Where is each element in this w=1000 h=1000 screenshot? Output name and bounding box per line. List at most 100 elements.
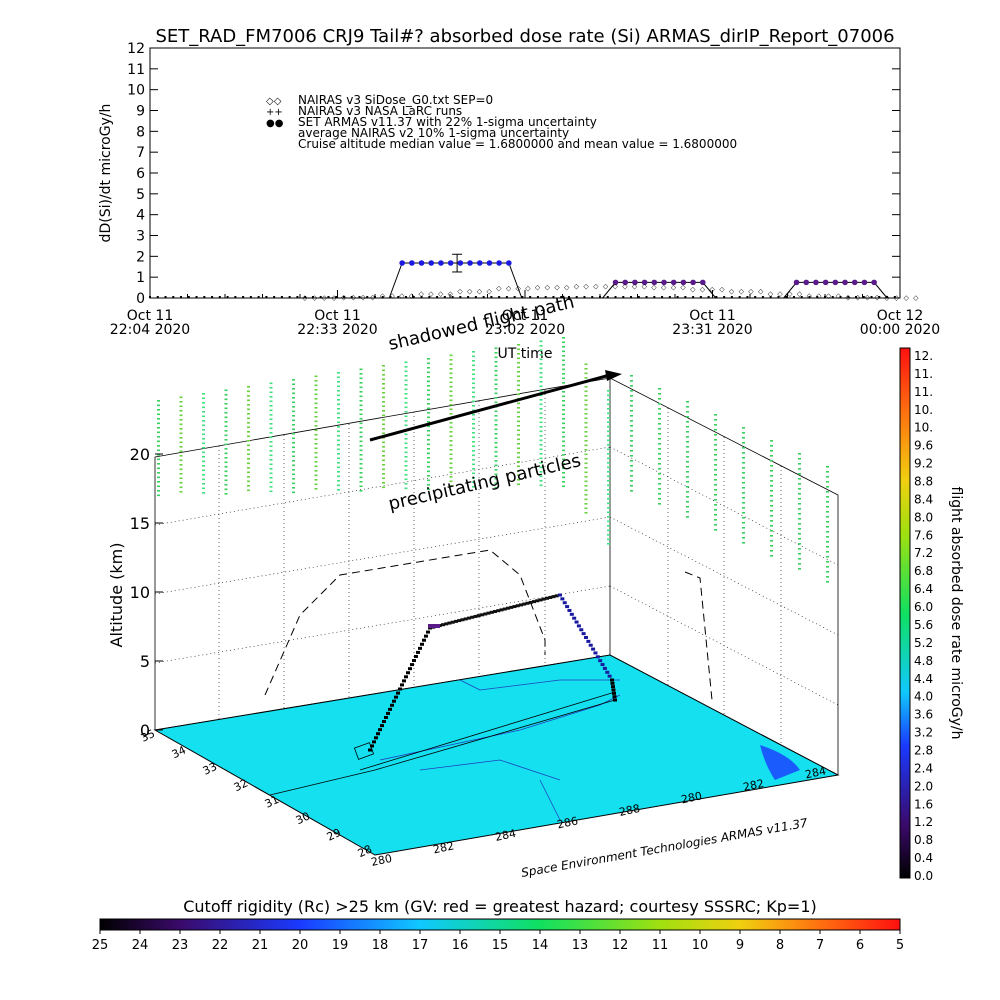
particle-mark [630,380,633,382]
top-xtick-label-date: Oct 11 [689,308,735,324]
dose-colorbar-tick: 11. [914,385,933,399]
particle-mark [607,543,610,545]
particle-mark [607,493,610,496]
particle-mark [658,458,661,460]
zero-dose-point [412,296,415,298]
particle-mark [337,426,340,428]
armas-dose-point [457,260,464,266]
particle-mark [770,530,773,532]
particle-mark [517,357,520,360]
particle-mark [427,443,430,446]
dose-colorbar-tick: 6.0 [914,600,933,614]
flight-point [610,681,615,685]
particle-mark [742,472,745,474]
nairas-point: ◇ [816,292,822,300]
particle-mark [584,372,588,375]
particle-mark [337,381,340,383]
armas-dose-point [680,279,687,286]
altitude-axis-label: Altitude (km) [107,543,126,648]
particle-mark [427,385,430,387]
particle-mark [714,524,717,526]
particle-mark [449,485,453,487]
flight-point [567,608,572,612]
dose-colorbar-tick: 5.6 [914,618,933,632]
particle-mark [517,344,520,346]
particle-mark [686,446,689,448]
particle-mark [607,538,610,541]
particle-mark [179,459,183,462]
particle-mark [224,457,228,459]
particle-mark [714,459,717,461]
flight-point [602,666,607,670]
particle-mark [798,468,801,470]
particle-mark [798,493,801,495]
particle-mark [562,395,565,398]
particle-mark [770,485,773,487]
particle-mark [269,405,273,407]
particle-mark [179,441,183,444]
particle-mark [292,419,295,422]
particle-mark [494,469,498,471]
flight-point [532,600,536,604]
zero-dose-point [761,296,764,298]
armas-dose-point [822,279,829,286]
flight-arrowhead [605,370,622,381]
particle-mark [427,439,430,441]
top-xtick-label-time: 23:31 2020 [672,322,752,338]
zero-dose-point [257,296,260,298]
particle-mark [337,430,340,433]
particle-mark [404,474,408,476]
zero-dose-point [273,296,276,298]
nairas-point: ◇ [448,290,454,298]
top-xtick-label-date: Oct 12 [877,308,923,324]
particle-mark [742,487,745,489]
zero-dose-point [211,296,214,298]
particle-mark [517,371,520,373]
particle-mark [359,391,363,393]
armas-dose-point [700,279,706,286]
particle-mark [539,453,543,455]
particle-mark [607,408,610,410]
nairas-point: ◇ [525,285,531,293]
nairas-point: ◇ [360,293,366,301]
particle-mark [714,484,717,486]
flight-point [610,678,614,682]
particle-mark [714,434,717,436]
flight-point [493,610,497,613]
flight-point [476,614,481,618]
zero-dose-point [870,296,873,298]
particle-mark [742,477,745,479]
particle-mark [404,393,408,395]
particle-mark [359,422,363,425]
nairas-point: ◇ [826,292,832,300]
particle-mark [157,409,160,411]
particle-mark [562,413,565,416]
particle-mark [714,419,717,421]
particle-mark [449,422,453,424]
particle-mark [382,392,385,394]
rigidity-tick-label: 19 [332,938,349,953]
particle-mark [714,519,717,521]
particle-mark [314,443,318,445]
zero-dose-point [443,296,446,298]
particle-mark [770,475,773,477]
particle-mark [630,450,633,452]
flight-point [412,659,416,663]
particle-mark [224,452,228,455]
nairas-point: ◇ [545,284,551,292]
dose-colorbar-tick: 1.2 [914,815,933,829]
dose-colorbar-tick: 0.8 [914,833,933,847]
flight-point [376,732,380,736]
particle-mark [449,440,453,442]
particle-mark [562,445,565,447]
particle-mark [314,438,318,441]
zero-dose-point [552,296,555,298]
nairas-point: ◇ [806,292,812,300]
particle-mark [584,449,588,451]
particle-mark [224,470,228,473]
particle-mark [770,495,773,497]
particle-mark [826,481,829,483]
rigidity-tick-label: 22 [212,938,229,953]
flight-point [572,616,577,620]
particle-mark [539,390,543,392]
